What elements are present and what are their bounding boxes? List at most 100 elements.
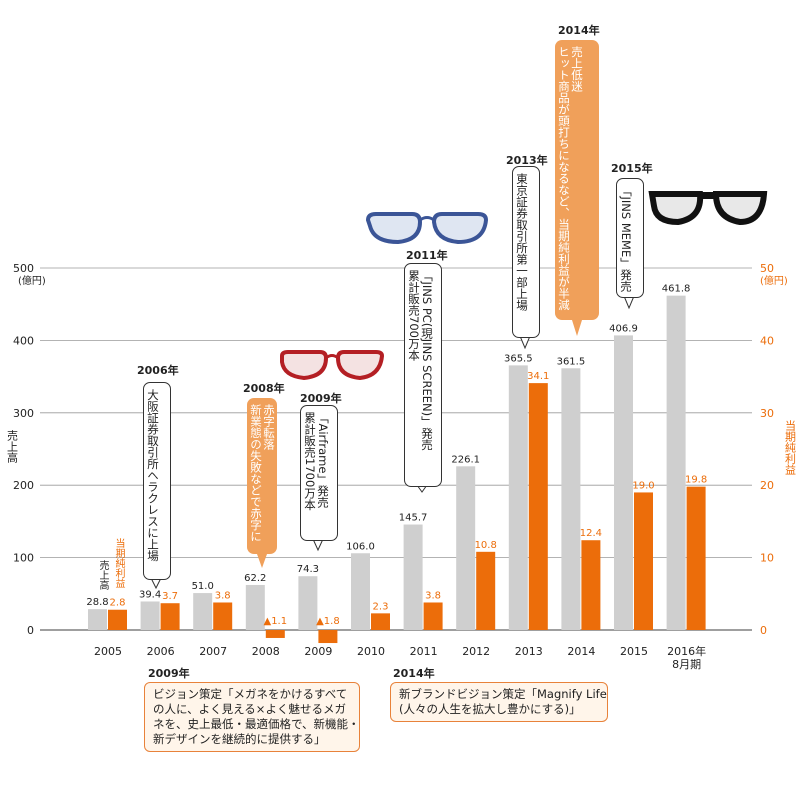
right-axis-label: 当期純利益 (784, 419, 797, 475)
callout-text: 「JINS PC(現JINS SCREEN)」発売 累計販売700万本 (407, 270, 434, 451)
callout-box: 「Airframe」発売 累計販売1700万本 (300, 405, 338, 541)
profit-value-label: 3.8 (215, 590, 231, 601)
callout-text: 赤字転落 新業態の失敗などで赤字に (249, 404, 276, 542)
callout-text: 売上低迷 ヒット商品が頭打ちになるなど、当期純利益が半減 (557, 46, 584, 311)
profit-bar (371, 613, 390, 630)
x-tick-label: 2010 (357, 645, 385, 658)
sales-bar (88, 609, 107, 630)
profit-bar (686, 486, 706, 630)
x-tick-label: 2011 (410, 645, 438, 658)
right-tick-label: 20 (760, 479, 774, 492)
sales-bar (140, 601, 160, 630)
sales-bar (666, 295, 686, 630)
sales-value-label: 74.3 (297, 564, 319, 575)
left-axis-unit: (億円) (18, 274, 46, 287)
profit-value-label: 2.3 (373, 601, 389, 612)
right-axis-unit: (億円) (760, 274, 788, 287)
sales-value-label: 51.0 (192, 581, 214, 592)
x-tick-label: 2007 (199, 645, 227, 658)
profit-bar (213, 602, 233, 630)
sales-bar (508, 365, 528, 630)
profit-bar (108, 609, 127, 630)
sales-bar (561, 368, 581, 630)
profit-bar (581, 540, 601, 630)
callout-year: 2013年 (506, 154, 548, 167)
callout-text: 東京証券取引所第一部上場 (515, 173, 529, 311)
profit-bar (634, 492, 653, 630)
callout-text: 「Airframe」発売 累計販売1700万本 (303, 412, 330, 511)
sales-bar (614, 335, 633, 630)
left-axis-label: 売上高 (6, 430, 19, 464)
sales-bar (456, 466, 476, 630)
callout-year: 2011年 (406, 249, 448, 262)
callout-box: 「JINS PC(現JINS SCREEN)」発売 累計販売700万本 (404, 263, 442, 487)
callout-text: 大阪証券取引所ヘラクレスに上場 (146, 389, 160, 562)
right-tick-label: 30 (760, 407, 774, 420)
profit-series-label: 当期純利益 (113, 538, 124, 588)
callout-box: 赤字転落 新業態の失敗などで赤字に (247, 398, 277, 554)
callout-tail (257, 554, 267, 568)
right-tick-label: 40 (760, 334, 774, 347)
profit-bar (160, 603, 180, 630)
callout-year: 2015年 (611, 162, 653, 175)
sales-value-label: 62.2 (244, 573, 266, 584)
profit-value-label: 3.7 (162, 591, 178, 602)
left-tick-label: 400 (13, 334, 34, 347)
sales-value-label: 145.7 (399, 513, 428, 524)
callout-year: 2006年 (137, 364, 179, 377)
callout-box: 東京証券取引所第一部上場 (512, 166, 540, 338)
x-tick-label: 8月期 (672, 658, 701, 671)
callout-box: 「JINS MEME」発売 (616, 178, 644, 298)
callout-tail (519, 335, 531, 350)
glasses-illustrations (280, 191, 768, 381)
left-tick-label: 200 (13, 479, 34, 492)
left-tick-label: 0 (27, 624, 34, 637)
sales-bar (245, 584, 265, 630)
x-tick-label: 2013 (515, 645, 543, 658)
x-tick-label: 2015 (620, 645, 648, 658)
profit-bar (318, 630, 338, 644)
profit-value-label: 19.0 (632, 480, 654, 491)
profit-value-label: 34.1 (527, 371, 549, 382)
profit-value-label: 19.8 (685, 475, 707, 486)
x-tick-label: 2008 (252, 645, 280, 658)
sales-value-label: 226.1 (451, 454, 480, 465)
profit-bar (476, 551, 496, 630)
x-tick-label: 2012 (462, 645, 490, 658)
x-tick-label: 2005 (94, 645, 122, 658)
callout-tail (312, 538, 324, 552)
profit-bar (423, 602, 443, 630)
profit-value-label: 10.8 (475, 540, 497, 551)
callout-tail (623, 295, 635, 310)
right-tick-label: 0 (760, 624, 767, 637)
sales-value-label: 365.5 (504, 353, 533, 364)
note-2009-box: ビジョン策定「メガネをかけるすべて の人に、よく見える×よく魅せるメガ ネを、史… (144, 682, 360, 752)
callout-tail (572, 320, 582, 336)
left-tick-label: 500 (13, 262, 34, 275)
x-tick-label: 2014 (567, 645, 595, 658)
x-tick-label: 2016年 (667, 644, 706, 658)
profit-value-label: 3.8 (425, 590, 441, 601)
sales-value-label: 39.4 (139, 589, 161, 600)
left-tick-label: 100 (13, 552, 34, 565)
sales-series-label: 売上高 (97, 560, 108, 590)
profit-value-label: 12.4 (580, 528, 602, 539)
sales-bar (351, 553, 370, 630)
profit-bar (265, 630, 285, 638)
sales-value-label: 361.5 (557, 356, 586, 367)
callout-box: 大阪証券取引所ヘラクレスに上場 (143, 382, 171, 580)
note-2014-year: 2014年 (393, 667, 435, 680)
callout-tail (150, 577, 162, 590)
left-tick-label: 300 (13, 407, 34, 420)
right-tick-label: 10 (760, 552, 774, 565)
sales-value-label: 406.9 (609, 323, 638, 334)
blue-glasses-icon (365, 212, 489, 245)
x-tick-label: 2006 (147, 645, 175, 658)
profit-value-label: ▲1.1 (264, 616, 288, 627)
profit-value-label: ▲1.8 (316, 616, 340, 627)
callout-year: 2009年 (300, 392, 342, 405)
callout-year: 2008年 (243, 382, 285, 395)
